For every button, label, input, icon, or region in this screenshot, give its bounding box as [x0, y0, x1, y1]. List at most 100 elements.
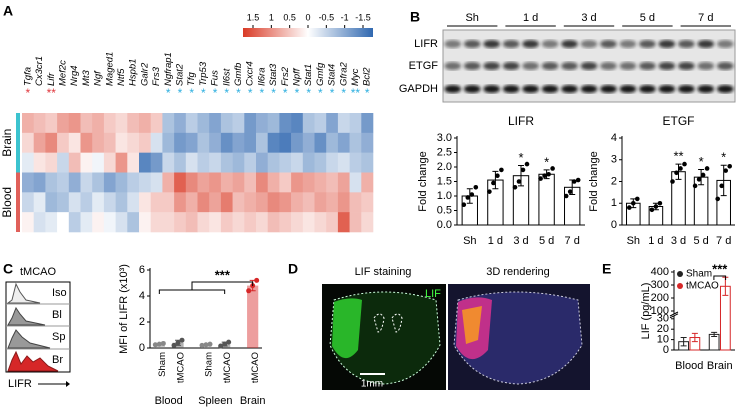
heatmap-cell — [127, 113, 140, 134]
heatmap-cell — [127, 152, 140, 173]
heatmap-cell — [267, 152, 280, 173]
gene-label: Lifr — [46, 72, 57, 86]
heatmap-cell — [349, 192, 362, 213]
heatmap-cell — [197, 113, 210, 134]
gene-label: Bcl2 — [362, 67, 373, 86]
x-tick-label: 3 d — [513, 235, 528, 247]
blot-band — [716, 62, 734, 70]
group-label: Brain — [240, 395, 266, 407]
group-label: Brain — [0, 129, 14, 157]
heatmap-cell — [162, 132, 175, 153]
flow-trace — [7, 329, 51, 349]
group-label: Blood — [155, 395, 183, 407]
gene-label: Npff — [291, 67, 302, 86]
data-point — [199, 342, 205, 348]
blot-band — [541, 85, 559, 93]
stain-label: LIF — [425, 288, 441, 300]
significance-star: * — [248, 86, 253, 100]
heatmap-cell — [326, 212, 339, 233]
heatmap-cell — [139, 172, 151, 193]
lane-label: 7 d — [698, 12, 713, 24]
heatmap-cell — [256, 212, 268, 233]
heatmap-cell — [279, 152, 292, 173]
heatmap-cell — [150, 192, 163, 213]
data-point — [727, 163, 732, 169]
heatmap-cell — [279, 192, 292, 213]
data-point — [461, 202, 467, 207]
heatmap-cell — [162, 113, 175, 134]
significance-star: * — [330, 86, 335, 100]
x-tick-label: tMCAO — [176, 352, 187, 383]
heatmap-cell — [302, 152, 315, 173]
blot-band — [522, 40, 539, 48]
gene-label: Gmfb — [233, 63, 244, 86]
blot-band — [580, 85, 598, 93]
heatmap-cell — [232, 113, 245, 134]
heatmap-cell — [326, 152, 339, 173]
data-point — [653, 204, 659, 209]
data-point — [704, 166, 710, 171]
heatmap-cell — [174, 132, 187, 153]
heatmap-cell — [57, 132, 70, 153]
lane-label: Sh — [465, 12, 478, 24]
significance-label: *** — [215, 267, 231, 282]
heatmap-cell — [92, 172, 105, 193]
heatmap-cell — [150, 152, 163, 173]
y-tick-label: 3.0 — [437, 132, 452, 144]
data-point — [203, 342, 209, 348]
y-tick-label: 2.5 — [437, 146, 452, 158]
gene-label: Fus — [210, 70, 221, 86]
heatmap-cell — [349, 132, 362, 153]
heatmap-cell — [139, 132, 151, 153]
x-tick-label: Sham — [204, 352, 215, 377]
chart-title: ETGF — [663, 114, 695, 128]
data-point — [465, 195, 471, 200]
image-title: 3D rendering — [486, 266, 550, 278]
y-tick-label: 0.5 — [437, 204, 452, 216]
y-tick-label: 6 — [139, 264, 145, 276]
heatmap-cell — [174, 152, 187, 173]
gene-label: Tfg — [186, 72, 197, 86]
heatmap-cell — [244, 113, 257, 134]
data-point — [499, 167, 504, 173]
gene-label: Hspb1 — [128, 59, 139, 86]
heatmap-cell — [115, 132, 128, 153]
heatmap-cell — [185, 113, 198, 134]
heatmap-cell — [256, 192, 268, 213]
data-point — [567, 189, 573, 194]
heatmap-cell — [150, 172, 163, 193]
heatmap-cell — [326, 132, 339, 153]
error-bar — [466, 188, 473, 204]
data-point — [563, 193, 569, 199]
gene-label: Gmfg — [315, 62, 326, 86]
heatmap-cell — [267, 192, 280, 213]
flow-row-label: Br — [52, 354, 63, 366]
blot-band — [619, 40, 637, 48]
heatmap-cell — [68, 113, 81, 134]
data-point — [723, 168, 728, 173]
colorbar — [243, 28, 373, 37]
blot-row-label: ETGF — [409, 60, 439, 72]
heatmap-cell — [127, 192, 140, 213]
heatmap-cell — [174, 212, 187, 233]
flow-row-label: Sp — [52, 331, 65, 343]
heatmap-cell — [92, 192, 105, 213]
heatmap-cell — [185, 192, 198, 213]
gene-label: Stat1 — [303, 64, 314, 86]
heatmap-cell — [80, 113, 93, 134]
heatmap-cell — [337, 192, 350, 213]
heatmap-cell — [22, 172, 34, 193]
colorbar-tick-label: 1 — [269, 12, 274, 22]
y-tick-label: 300 — [651, 279, 669, 291]
data-point — [520, 167, 526, 173]
heatmap-cell — [150, 132, 163, 153]
heatmap-cell — [92, 113, 105, 134]
significance-bracket — [713, 275, 727, 280]
x-tick-label: 7 d — [716, 235, 731, 247]
legend-label: Sham — [686, 269, 712, 280]
data-point — [571, 179, 577, 184]
blot-band — [444, 40, 462, 48]
y-tick-label: 3 — [611, 154, 617, 166]
y-tick-label: 0.0 — [437, 219, 452, 231]
flow-x-label: LIFR — [8, 378, 32, 390]
